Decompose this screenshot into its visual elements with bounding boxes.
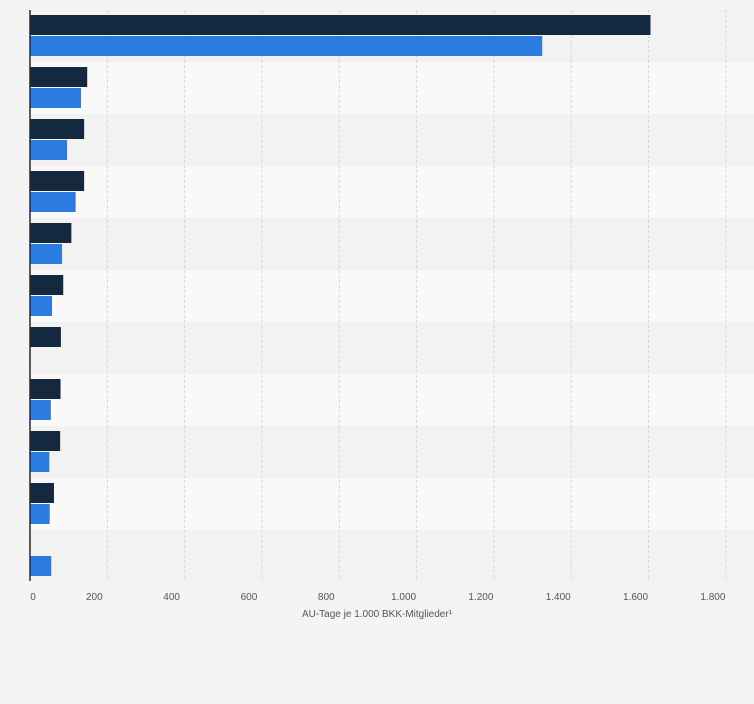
bar-series-2[interactable] [30, 244, 63, 264]
bar-series-2[interactable] [30, 452, 50, 472]
row-band [30, 218, 754, 270]
bar-series-1[interactable] [30, 67, 88, 87]
bar-series-1[interactable] [30, 275, 64, 295]
x-tick-label: 0 [30, 592, 36, 603]
x-axis-label: AU-Tage je 1.000 BKK-Mitglieder¹ [302, 609, 453, 620]
bar-series-2[interactable] [30, 192, 76, 212]
row-band [30, 478, 754, 530]
row-bands [30, 10, 754, 581]
bar-series-1[interactable] [30, 171, 85, 191]
row-band [30, 114, 754, 166]
row-band [30, 426, 754, 478]
bar-series-2[interactable] [30, 504, 50, 524]
bar-series-2[interactable] [30, 296, 53, 316]
x-tick-label: 1.600 [623, 592, 648, 603]
x-tick-label: 1.000 [391, 592, 416, 603]
x-tick-label: 1.800 [700, 592, 725, 603]
row-band [30, 374, 754, 426]
gridlines [106, 10, 727, 581]
x-tick-label: 600 [241, 592, 258, 603]
bar-series-2[interactable] [30, 140, 68, 160]
bar-series-2[interactable] [30, 36, 543, 56]
x-tick-label: 400 [163, 592, 180, 603]
x-tick-label: 1.400 [546, 592, 571, 603]
x-tick-labels: 0 200 400 600 800 1.000 1.200 1.400 1.600 1.800 [30, 592, 726, 603]
bar-series-1[interactable] [30, 119, 85, 139]
row-band [30, 270, 754, 322]
row-band [30, 322, 754, 374]
x-tick-label: 800 [318, 592, 335, 603]
bars [30, 15, 651, 576]
bar-series-1[interactable] [30, 15, 651, 35]
bar-series-1[interactable] [30, 327, 61, 347]
bar-series-2[interactable] [30, 556, 52, 576]
row-band [30, 62, 754, 114]
x-tick-label: 200 [86, 592, 103, 603]
bar-series-1[interactable] [30, 483, 54, 503]
x-tick-label: 1.200 [468, 592, 493, 603]
row-band [30, 166, 754, 218]
bar-series-2[interactable] [30, 88, 82, 108]
bar-series-1[interactable] [30, 431, 61, 451]
row-band [30, 530, 754, 581]
bar-series-1[interactable] [30, 223, 72, 243]
bar-series-1[interactable] [30, 379, 61, 399]
bar-series-2[interactable] [30, 400, 51, 420]
